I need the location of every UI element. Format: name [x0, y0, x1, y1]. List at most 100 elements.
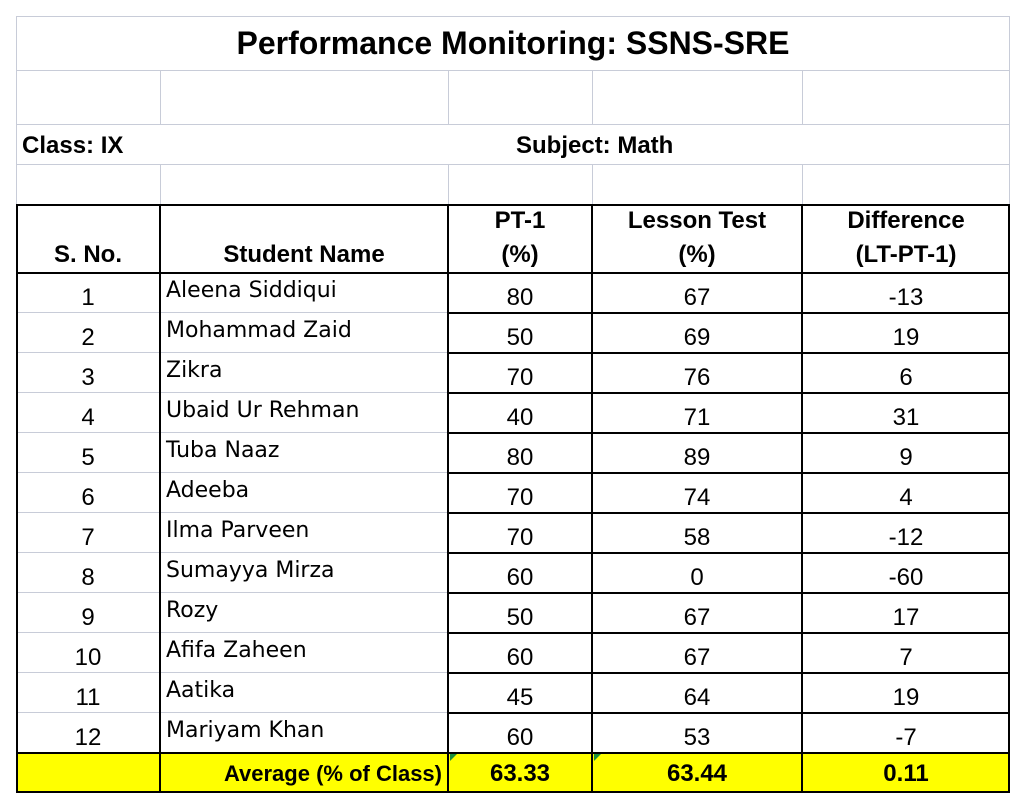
cell-student-name[interactable]: Ilma Parveen — [166, 518, 310, 543]
cell-lesson-test[interactable]: 53 — [683, 724, 711, 751]
cell-pt1[interactable]: 60 — [506, 564, 534, 591]
cell-difference[interactable]: -60 — [888, 564, 924, 591]
average-row: Average (% of Class) 63.33 63.44 0.11 — [16, 753, 1010, 793]
cell-student-name[interactable]: Mariyam Khan — [166, 718, 325, 743]
table-row: 3 Zikra 70 76 6 — [16, 353, 1010, 393]
cell-difference[interactable]: 19 — [892, 684, 920, 711]
table-row: 9 Rozy 50 67 17 — [16, 593, 1010, 633]
gridline — [802, 70, 803, 124]
cell-lesson-test[interactable]: 67 — [683, 604, 711, 631]
cell-difference[interactable]: 19 — [892, 324, 920, 351]
table-border — [448, 712, 1010, 714]
cell-student-name[interactable]: Adeeba — [166, 478, 250, 503]
cell-pt1[interactable]: 80 — [506, 284, 534, 311]
cell-student-name[interactable]: Sumayya Mirza — [166, 558, 335, 583]
cell-difference[interactable]: 9 — [899, 444, 913, 471]
sheet-title: Performance Monitoring: SSNS-SRE — [236, 24, 790, 61]
table-row: 12 Mariyam Khan 60 53 -7 — [16, 713, 1010, 753]
cell-sno[interactable]: 3 — [81, 364, 95, 391]
table-row: 5 Tuba Naaz 80 89 9 — [16, 433, 1010, 473]
cell-sno[interactable]: 11 — [75, 684, 101, 711]
cell-lesson-test[interactable]: 67 — [683, 284, 711, 311]
table-row: 10 Afifa Zaheen 60 67 7 — [16, 633, 1010, 673]
cell-student-name[interactable]: Zikra — [166, 358, 223, 383]
cell-sno[interactable]: 4 — [81, 404, 95, 431]
cell-pt1[interactable]: 60 — [506, 724, 534, 751]
header-sno: S. No. — [53, 241, 122, 268]
gridline — [592, 164, 593, 204]
error-indicator-icon — [594, 753, 602, 761]
gridline — [16, 16, 1010, 17]
cell-pt1[interactable]: 50 — [506, 604, 534, 631]
table-border — [448, 392, 1010, 394]
cell-sno[interactable]: 9 — [81, 604, 95, 631]
gridline — [16, 164, 1010, 165]
table-border — [1008, 204, 1010, 793]
table-row: 11 Aatika 45 64 19 — [16, 673, 1010, 713]
cell-difference[interactable]: 7 — [899, 644, 913, 671]
average-lesson-test[interactable]: 63.44 — [666, 760, 728, 787]
cell-difference[interactable]: 17 — [892, 604, 920, 631]
cell-pt1[interactable]: 80 — [506, 444, 534, 471]
header-lesson-test-line1: Lesson Test — [627, 207, 767, 234]
table-border — [448, 552, 1010, 554]
cell-sno[interactable]: 6 — [81, 484, 95, 511]
average-pt1[interactable]: 63.33 — [489, 760, 551, 787]
table-border — [448, 312, 1010, 314]
cell-student-name[interactable]: Tuba Naaz — [166, 438, 280, 463]
table-border — [448, 352, 1010, 354]
cell-lesson-test[interactable]: 69 — [683, 324, 711, 351]
cell-pt1[interactable]: 70 — [506, 484, 534, 511]
cell-pt1[interactable]: 60 — [506, 644, 534, 671]
cell-student-name[interactable]: Rozy — [166, 598, 219, 623]
cell-difference[interactable]: 4 — [899, 484, 913, 511]
cell-pt1[interactable]: 70 — [506, 364, 534, 391]
table-border — [447, 204, 449, 793]
table-border — [159, 204, 161, 793]
cell-pt1[interactable]: 40 — [506, 404, 534, 431]
table-border — [448, 472, 1010, 474]
cell-student-name[interactable]: Afifa Zaheen — [166, 638, 307, 663]
cell-lesson-test[interactable]: 76 — [683, 364, 711, 391]
header-pt1-line1: PT-1 — [494, 207, 546, 234]
table-border — [448, 432, 1010, 434]
cell-difference[interactable]: -7 — [895, 724, 917, 751]
cell-student-name[interactable]: Ubaid Ur Rehman — [166, 398, 360, 423]
cell-student-name[interactable]: Aatika — [166, 678, 236, 703]
average-label: Average (% of Class) — [223, 761, 442, 786]
cell-sno[interactable]: 10 — [74, 644, 102, 671]
cell-lesson-test[interactable]: 74 — [683, 484, 711, 511]
cell-difference[interactable]: -12 — [888, 524, 924, 551]
error-indicator-icon — [450, 753, 458, 761]
cell-student-name[interactable]: Aleena Siddiqui — [166, 278, 337, 303]
cell-student-name[interactable]: Mohammad Zaid — [166, 318, 352, 343]
header-student-name: Student Name — [223, 241, 385, 268]
average-difference[interactable]: 0.11 — [883, 760, 929, 787]
cell-lesson-test[interactable]: 0 — [690, 564, 704, 591]
cell-sno[interactable]: 7 — [81, 524, 95, 551]
cell-pt1[interactable]: 70 — [506, 524, 534, 551]
table-row: 6 Adeeba 70 74 4 — [16, 473, 1010, 513]
cell-lesson-test[interactable]: 64 — [683, 684, 711, 711]
cell-lesson-test[interactable]: 67 — [683, 644, 711, 671]
gridline — [16, 124, 1010, 125]
gridline — [448, 70, 449, 124]
cell-sno[interactable]: 12 — [74, 724, 102, 751]
cell-sno[interactable]: 8 — [81, 564, 95, 591]
gridline — [16, 16, 17, 204]
cell-lesson-test[interactable]: 71 — [683, 404, 711, 431]
cell-pt1[interactable]: 50 — [506, 324, 534, 351]
cell-lesson-test[interactable]: 58 — [683, 524, 711, 551]
cell-difference[interactable]: -13 — [888, 284, 924, 311]
cell-sno[interactable]: 1 — [81, 284, 95, 311]
cell-difference[interactable]: 31 — [892, 404, 920, 431]
cell-pt1[interactable]: 45 — [506, 684, 534, 711]
cell-difference[interactable]: 6 — [899, 364, 913, 391]
header-difference-line1: Difference — [847, 207, 965, 234]
table-border — [16, 204, 1010, 206]
cell-sno[interactable]: 5 — [81, 444, 95, 471]
table-row: 1 Aleena Siddiqui 80 67 -13 — [16, 273, 1010, 313]
cell-lesson-test[interactable]: 89 — [683, 444, 711, 471]
cell-sno[interactable]: 2 — [81, 324, 95, 351]
table-border — [448, 512, 1010, 514]
